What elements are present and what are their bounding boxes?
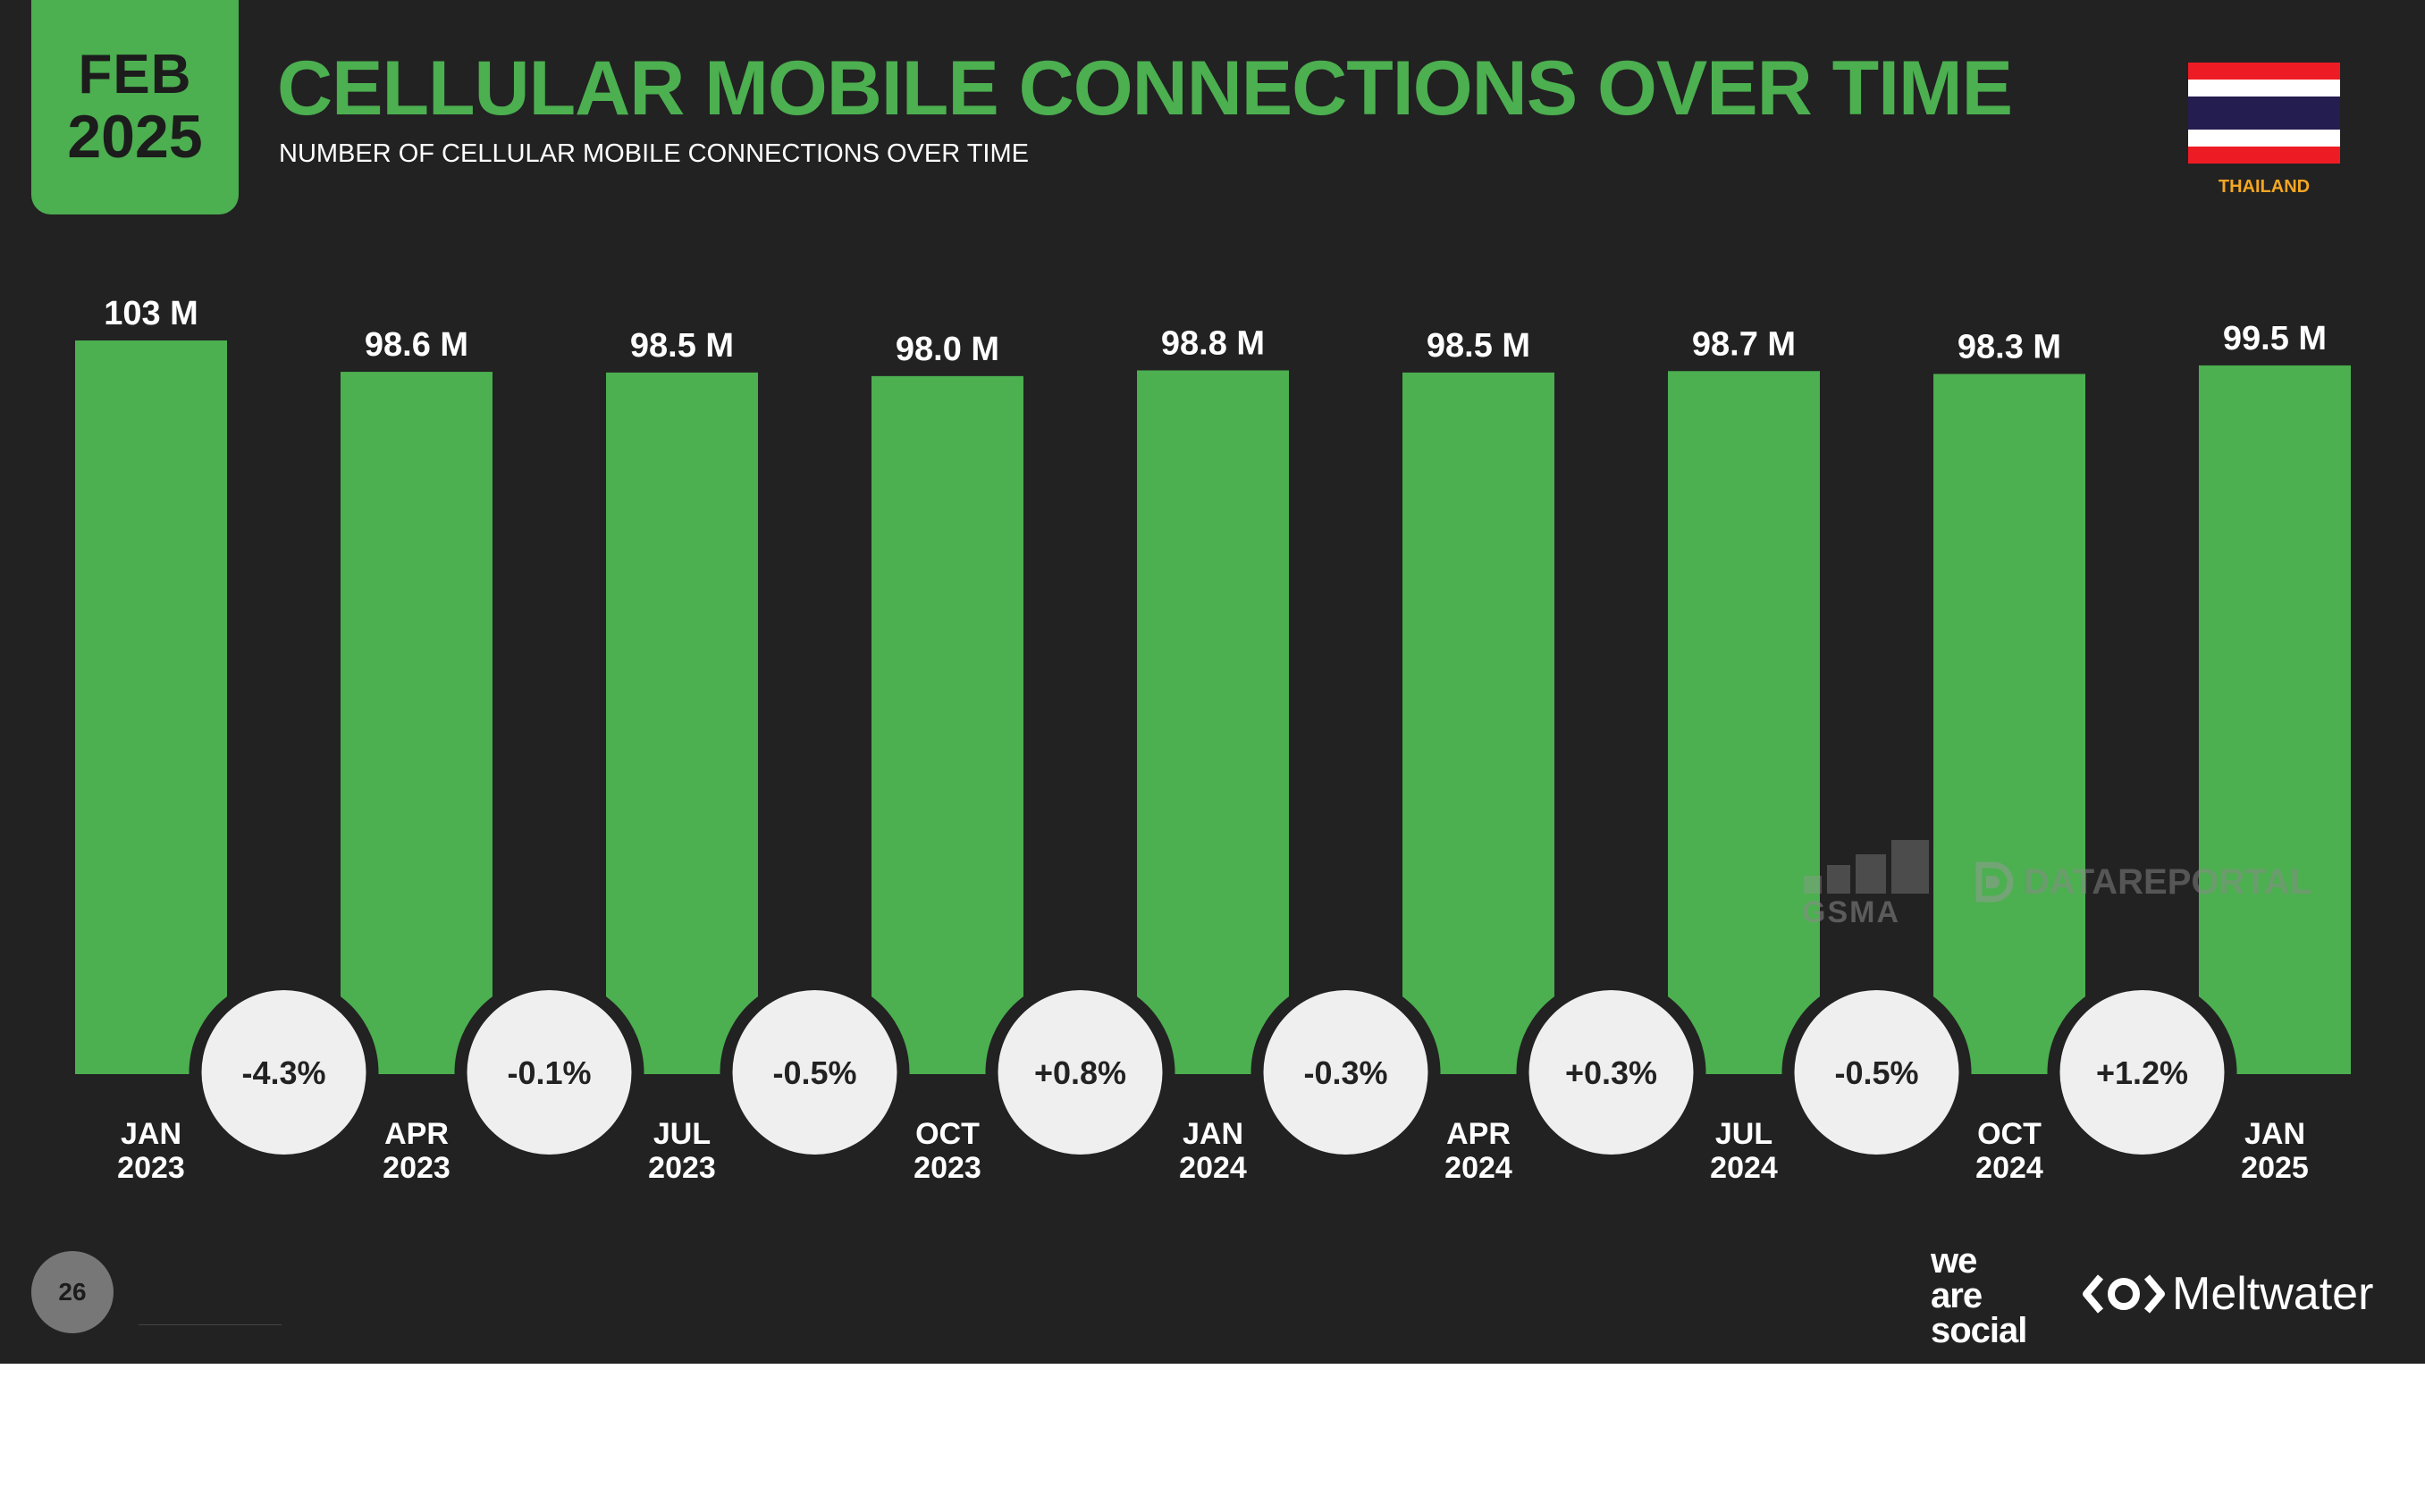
category-label: JAN	[121, 1117, 181, 1151]
logo-word-social: social	[1931, 1310, 2027, 1350]
change-label: -4.3%	[241, 1054, 325, 1091]
change-label: +0.3%	[1565, 1054, 1657, 1091]
logo-word-are: are	[1931, 1275, 1983, 1315]
value-label: 99.5 M	[2223, 320, 2327, 357]
meltwater-text: Meltwater	[2172, 1268, 2374, 1320]
category-label: 2024	[1179, 1151, 1247, 1185]
change-circle	[732, 990, 897, 1155]
bar	[2199, 365, 2351, 1074]
change-label: -0.5%	[1834, 1054, 1918, 1091]
value-label: 98.5 M	[1427, 327, 1530, 365]
page-title: CELLULAR MOBILE CONNECTIONS OVER TIME	[277, 46, 2013, 131]
slide: FEB 2025 CELLULAR MOBILE CONNECTIONS OVE…	[0, 0, 2425, 1364]
category-label: OCT	[915, 1117, 980, 1151]
change-circle	[2059, 990, 2225, 1155]
bar	[1402, 372, 1554, 1075]
category-label: 2023	[648, 1151, 716, 1185]
value-label: 103 M	[104, 295, 198, 332]
change-label: +1.2%	[2096, 1054, 2188, 1091]
category-label: 2024	[1975, 1151, 2043, 1185]
datareportal-watermark: DATAREPORTAL	[1972, 860, 2311, 904]
bar	[1668, 371, 1820, 1074]
category-label: JAN	[1183, 1117, 1243, 1151]
value-label: 98.7 M	[1692, 325, 1796, 363]
category-label: JUL	[653, 1117, 711, 1151]
bar	[1137, 370, 1289, 1074]
category-label: 2025	[2241, 1151, 2309, 1185]
value-label: 98.8 M	[1161, 324, 1265, 362]
category-label: 2023	[117, 1151, 185, 1185]
change-label: -0.5%	[772, 1054, 856, 1091]
bar	[606, 372, 758, 1075]
category-label: JAN	[2244, 1117, 2305, 1151]
change-circle	[998, 990, 1163, 1155]
country-label: THAILAND	[2218, 177, 2311, 197]
value-label: 98.6 M	[365, 326, 468, 364]
page-number: 26	[31, 1251, 114, 1333]
gsma-logo-icon	[1804, 840, 1929, 894]
category-label: APR	[384, 1117, 449, 1151]
date-badge: FEB 2025	[31, 0, 239, 214]
category-label: OCT	[1977, 1117, 2042, 1151]
footer-divider	[139, 1324, 282, 1325]
we-are-social-logo: we are social	[1931, 1241, 2027, 1350]
thailand-flag-icon	[2188, 63, 2340, 164]
change-label: +0.8%	[1034, 1054, 1126, 1091]
category-label: 2024	[1444, 1151, 1512, 1185]
bar	[1933, 374, 2085, 1074]
value-label: 98.5 M	[630, 327, 734, 365]
datareportal-text: DATAREPORTAL	[2024, 861, 2312, 902]
change-circle	[467, 990, 632, 1155]
value-label: 98.0 M	[896, 331, 999, 368]
bar	[75, 340, 227, 1074]
bar	[871, 375, 1023, 1074]
category-label: JUL	[1715, 1117, 1772, 1151]
bar	[341, 372, 493, 1074]
change-circle	[1263, 990, 1428, 1155]
change-circle	[201, 990, 366, 1155]
datareportal-logo-icon	[1975, 861, 2014, 903]
logo-word-we: we	[1931, 1241, 1977, 1281]
change-circle	[1528, 990, 1694, 1155]
meltwater-mark-icon	[2083, 1274, 2165, 1314]
change-label: -0.3%	[1303, 1054, 1387, 1091]
value-label: 98.3 M	[1958, 328, 2061, 365]
page-subtitle: NUMBER OF CELLULAR MOBILE CONNECTIONS OV…	[279, 139, 1029, 168]
date-year: 2025	[67, 103, 203, 171]
date-month: FEB	[78, 44, 192, 105]
category-label: APR	[1446, 1117, 1511, 1151]
category-label: 2024	[1710, 1151, 1778, 1185]
category-label: 2023	[383, 1151, 450, 1185]
meltwater-logo: Meltwater	[2083, 1267, 2373, 1321]
change-label: -0.1%	[507, 1054, 591, 1091]
change-circle	[1794, 990, 1959, 1155]
gsma-watermark: GSMA	[1802, 895, 1900, 929]
category-label: 2023	[914, 1151, 981, 1185]
